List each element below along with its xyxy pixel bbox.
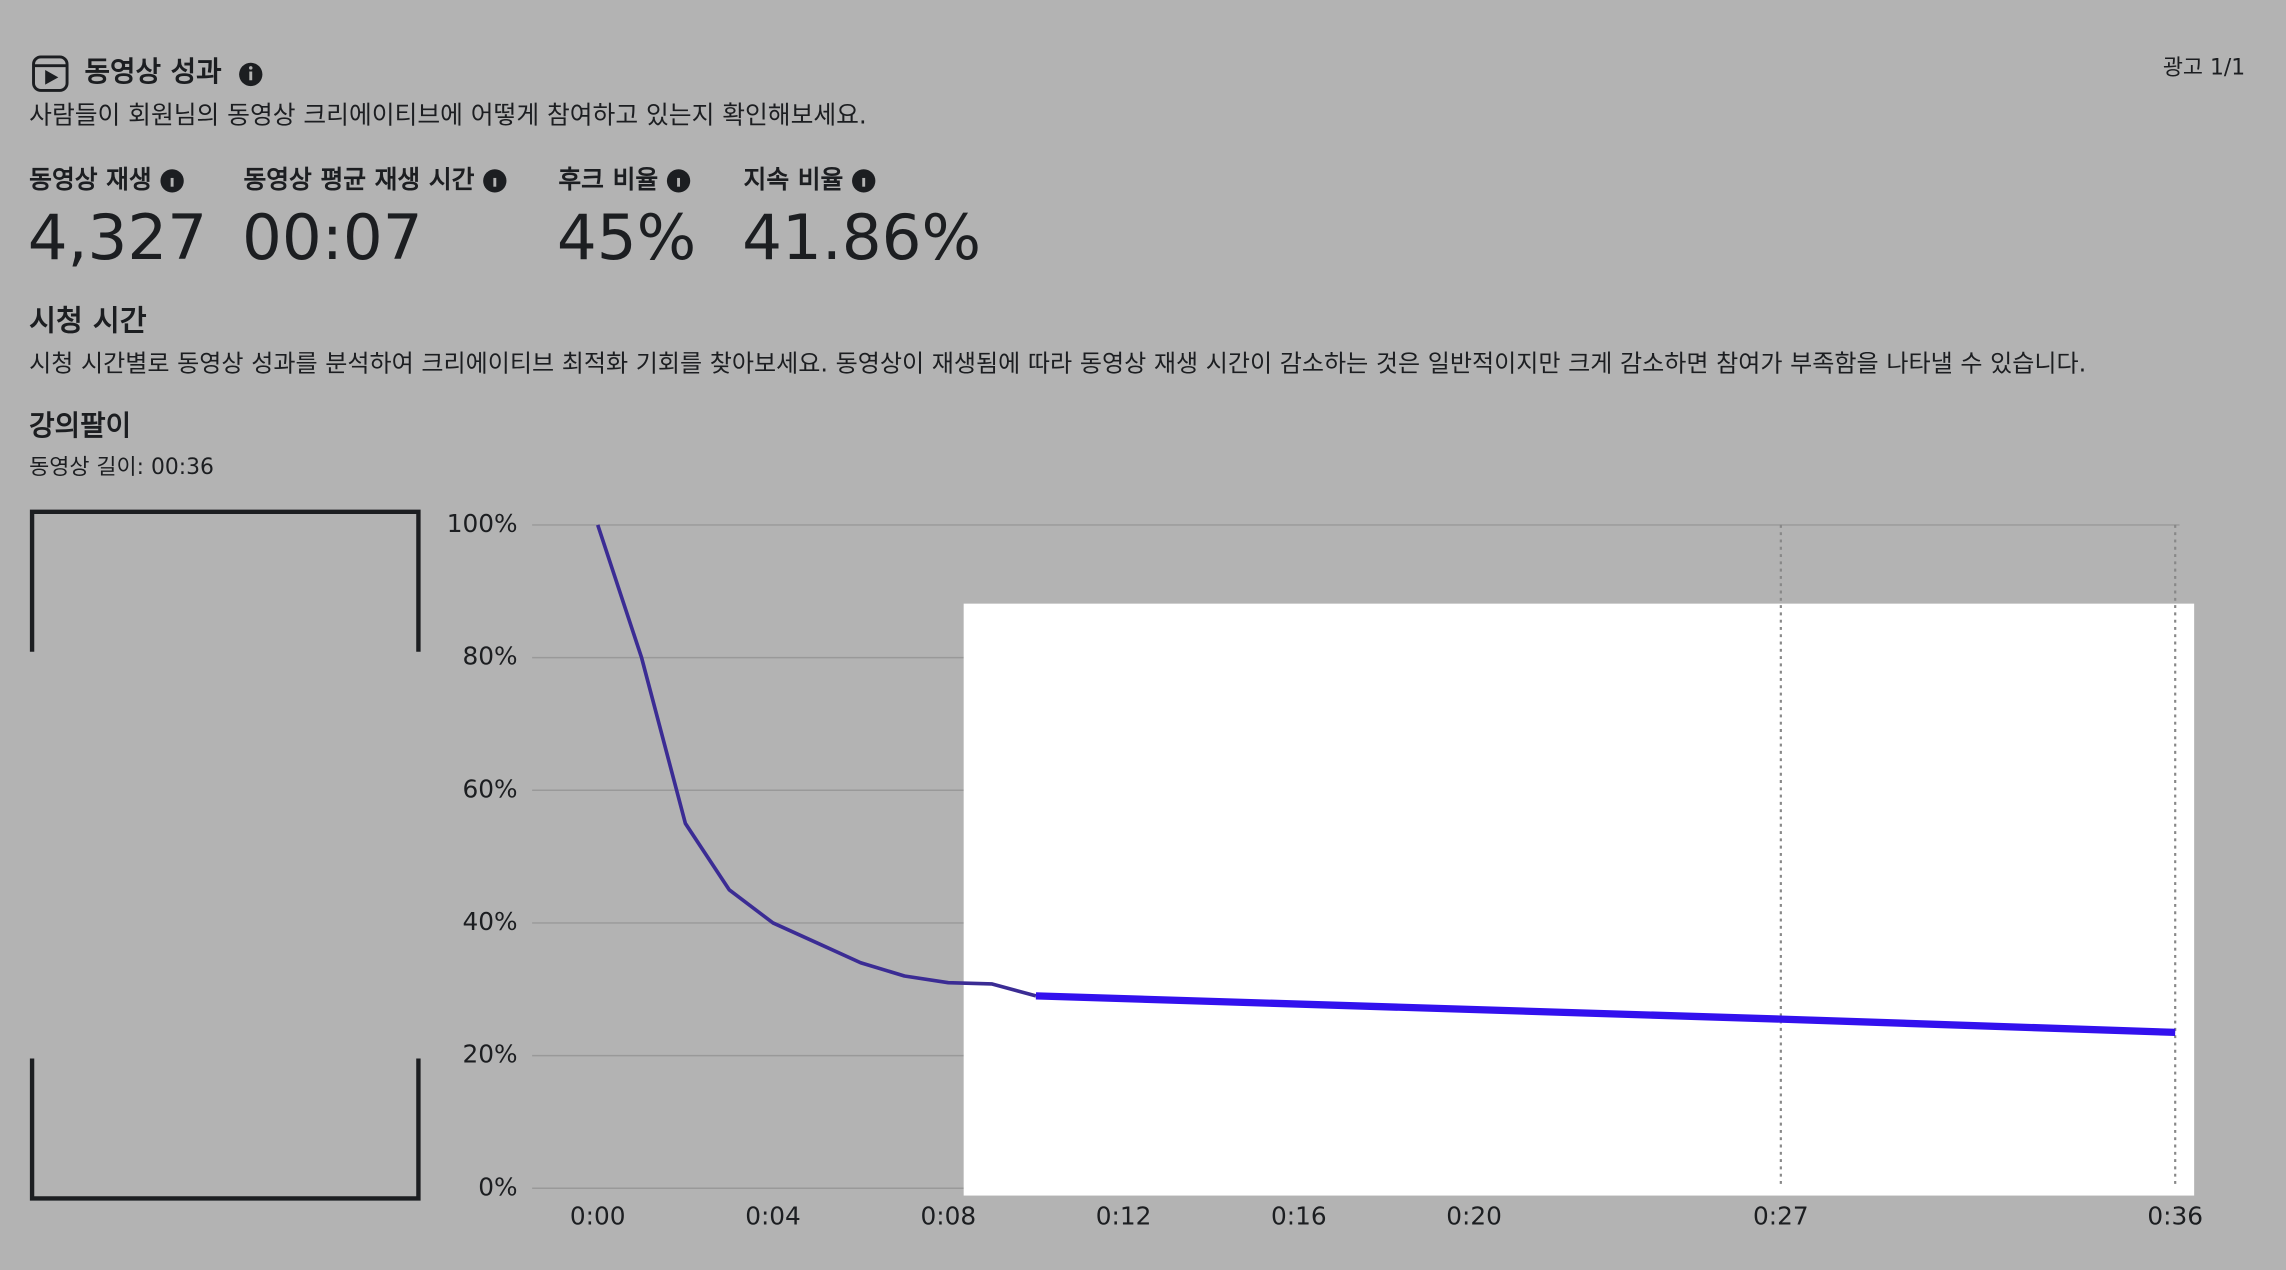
y-tick-label: 100%	[447, 509, 518, 538]
info-icon-glyph	[862, 177, 866, 187]
retention-line	[1035, 992, 2176, 1037]
panel-title: 동영상 성과	[85, 55, 223, 88]
info-icon-glyph	[677, 177, 681, 187]
retention-chart: 0% 20% 40% 60% 80% 100% 0:00 0:04 0:08 0:12 0:16 0:…	[447, 509, 2203, 1231]
y-tick-label: 0%	[478, 1172, 517, 1201]
video-name: 강의팔이	[29, 409, 131, 442]
x-tick-label: 0:00	[570, 1201, 626, 1230]
metric-value: 45%	[557, 201, 696, 274]
metric-label: 동영상 평균 재생 시간	[243, 165, 474, 194]
metric-value: 41.86%	[742, 201, 981, 274]
video-length: 동영상 길이: 00:36	[29, 455, 214, 480]
y-tick-label: 80%	[463, 642, 518, 671]
x-tick-label: 0:36	[2147, 1201, 2203, 1230]
panel-subtitle: 사람들이 회원님의 동영상 크리에이티브에 어떻게 참여하고 있는지 확인해보세…	[29, 101, 867, 130]
y-tick-label: 40%	[463, 907, 518, 936]
video-icon	[32, 55, 69, 92]
info-icon[interactable]	[160, 169, 184, 193]
x-tick-label: 0:12	[1096, 1201, 1152, 1230]
y-tick-label: 20%	[463, 1040, 518, 1069]
metric-label: 동영상 재생	[29, 165, 152, 194]
ad-counter: 광고 1/1	[2163, 56, 2245, 81]
x-tick-label: 0:04	[745, 1201, 801, 1230]
info-icon[interactable]	[483, 169, 507, 193]
info-icon-glyph	[493, 177, 497, 187]
overlay-panel	[963, 603, 2195, 1196]
metrics: 동영상 재생 4,327 동영상 평균 재생 시간 00:07 후크 비율 45% 지속 비…	[28, 165, 981, 274]
section-title: 시청 시간	[29, 303, 147, 337]
info-icon[interactable]	[666, 169, 691, 193]
video-thumbnail-frame[interactable]	[29, 509, 421, 1201]
x-tick-label: 0:16	[1271, 1201, 1327, 1230]
info-icon-glyph	[170, 177, 174, 187]
x-tick-label: 0:27	[1753, 1201, 1809, 1230]
x-tick-label: 0:08	[920, 1201, 976, 1230]
metric-label: 지속 비율	[744, 165, 844, 194]
x-tick-label: 0:20	[1446, 1201, 1502, 1230]
section-description: 시청 시간별로 동영상 성과를 분석하여 크리에이티브 최적화 기회를 찾아보세…	[29, 350, 2086, 378]
info-icon[interactable]	[852, 169, 876, 193]
metric-value: 00:07	[242, 201, 423, 274]
metric-label: 후크 비율	[558, 165, 658, 194]
metric-value: 4,327	[28, 201, 207, 274]
info-icon[interactable]	[239, 62, 263, 87]
retention-line	[596, 524, 1037, 998]
y-tick-label: 60%	[463, 774, 518, 803]
